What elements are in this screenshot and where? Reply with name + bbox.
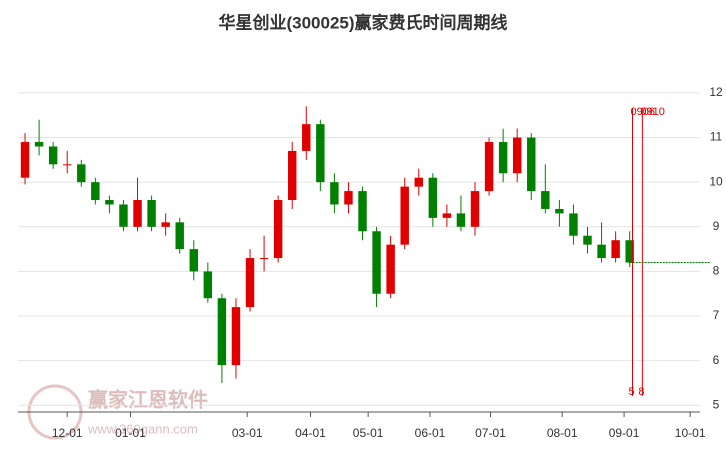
x-tick-label: 01-01	[115, 426, 146, 440]
candle-body	[512, 137, 522, 174]
candle-body	[273, 200, 283, 259]
watermark: 赢家江恩软件	[88, 387, 208, 411]
candle-body	[344, 191, 353, 205]
watermark-url: www.360gann.com	[87, 421, 198, 436]
candle-body	[386, 244, 395, 294]
x-tick-label: 06-01	[415, 426, 446, 440]
candle-body	[245, 258, 255, 308]
candle-body	[498, 142, 508, 174]
candle-body	[48, 146, 58, 165]
candle-body	[330, 182, 339, 205]
candle-body	[189, 249, 198, 272]
candle-body	[625, 240, 634, 263]
cycle-days: 5	[629, 386, 635, 398]
y-tick-label: 5	[713, 397, 720, 411]
y-tick-label: 8	[713, 264, 720, 278]
candle-body	[105, 200, 114, 205]
candle-body	[302, 124, 311, 151]
x-tick-label: 04-01	[295, 426, 326, 440]
candle-body	[414, 177, 423, 187]
y-tick-label: 11	[710, 130, 723, 144]
cycle-days: 8	[638, 386, 644, 398]
candle-body	[358, 191, 367, 232]
candle-body	[484, 142, 494, 192]
x-tick-label: 05-01	[353, 426, 384, 440]
y-tick-label: 10	[709, 174, 723, 188]
cycle-date: 0910	[640, 106, 664, 118]
candle-body	[372, 231, 381, 294]
y-tick-label: 12	[709, 85, 723, 99]
candle-body	[231, 307, 241, 366]
candle-body	[597, 244, 606, 259]
candle-body	[175, 222, 184, 250]
candle-body	[470, 191, 480, 227]
y-tick-label: 6	[713, 353, 720, 367]
candle-body	[91, 182, 100, 201]
candle-body	[456, 213, 466, 227]
candle-body	[259, 258, 269, 260]
candle-body	[569, 213, 578, 236]
candle-body	[527, 137, 536, 192]
candle-body	[583, 235, 592, 245]
candle-body	[555, 208, 564, 214]
candle-body	[161, 222, 170, 227]
candle-body	[316, 124, 325, 183]
candle-body	[133, 200, 142, 227]
candle-body	[119, 204, 128, 227]
x-tick-label: 09-01	[609, 426, 640, 440]
y-tick-label: 9	[713, 219, 720, 233]
candle-body	[147, 200, 156, 227]
x-tick-label: 08-01	[547, 426, 578, 440]
candle-body	[442, 213, 452, 218]
candle-body	[20, 142, 30, 178]
x-tick-label: 07-01	[475, 426, 506, 440]
y-tick-label: 7	[713, 308, 720, 322]
candle-body	[77, 164, 86, 183]
candle-body	[34, 142, 44, 147]
x-tick-label: 10-01	[675, 426, 706, 440]
candle-body	[203, 271, 213, 299]
candle-body	[428, 177, 438, 218]
x-tick-label: 03-01	[232, 426, 263, 440]
candle-body	[287, 150, 297, 201]
candle-body	[400, 186, 409, 245]
chart-title: 华星创业(300025)赢家费氏时间周期线	[218, 12, 507, 32]
x-tick-label: 12-01	[52, 426, 83, 440]
candle-body	[611, 240, 620, 259]
candle-body	[217, 298, 227, 366]
candle-body	[62, 164, 72, 166]
candle-body	[541, 191, 550, 209]
